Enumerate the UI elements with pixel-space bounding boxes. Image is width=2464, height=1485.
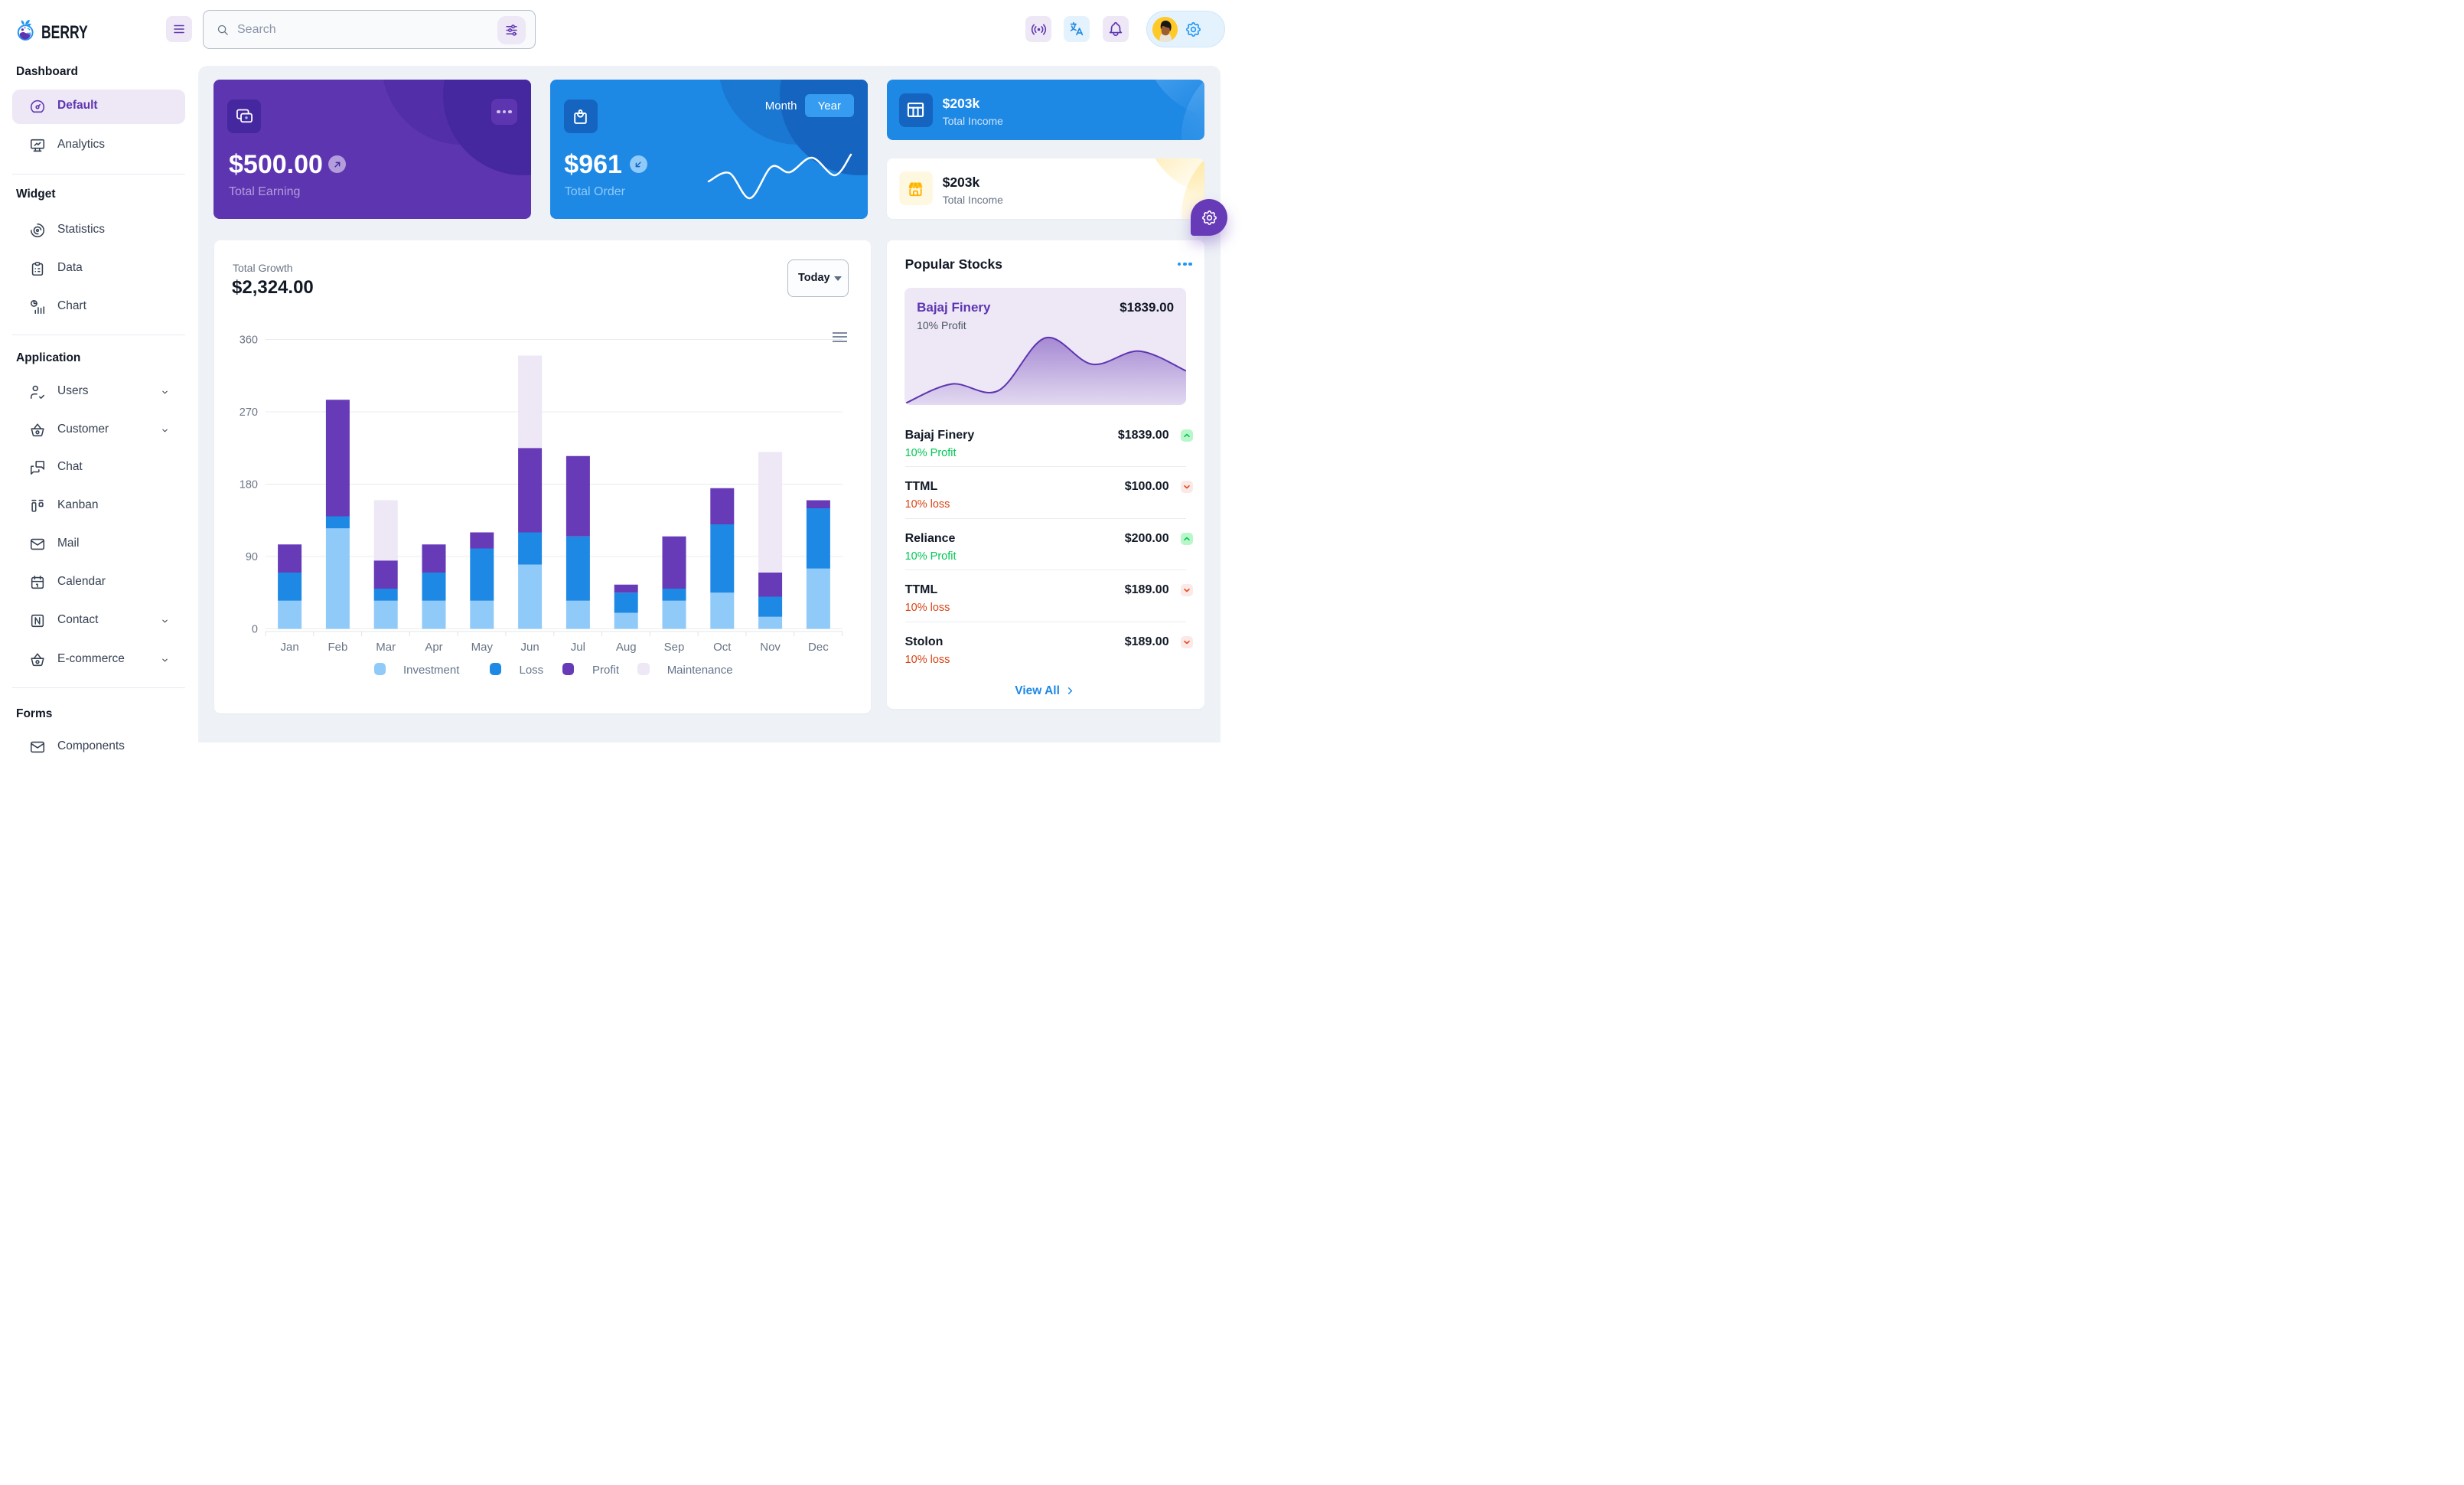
svg-text:90: 90: [246, 551, 258, 563]
svg-text:Jun: Jun: [521, 641, 539, 654]
svg-text:0: 0: [252, 623, 258, 635]
svg-text:Aug: Aug: [616, 641, 637, 654]
svg-text:270: 270: [240, 406, 258, 419]
svg-text:Feb: Feb: [328, 641, 347, 654]
svg-text:360: 360: [240, 334, 258, 346]
svg-text:Oct: Oct: [713, 641, 732, 654]
svg-text:Sep: Sep: [664, 641, 685, 654]
svg-text:Mar: Mar: [376, 641, 396, 654]
svg-text:Apr: Apr: [425, 641, 442, 654]
svg-text:Nov: Nov: [760, 641, 781, 654]
svg-text:Jul: Jul: [571, 641, 585, 654]
svg-text:Jan: Jan: [281, 641, 299, 654]
svg-text:May: May: [471, 641, 494, 654]
svg-text:180: 180: [240, 478, 258, 491]
svg-text:Dec: Dec: [808, 641, 829, 654]
